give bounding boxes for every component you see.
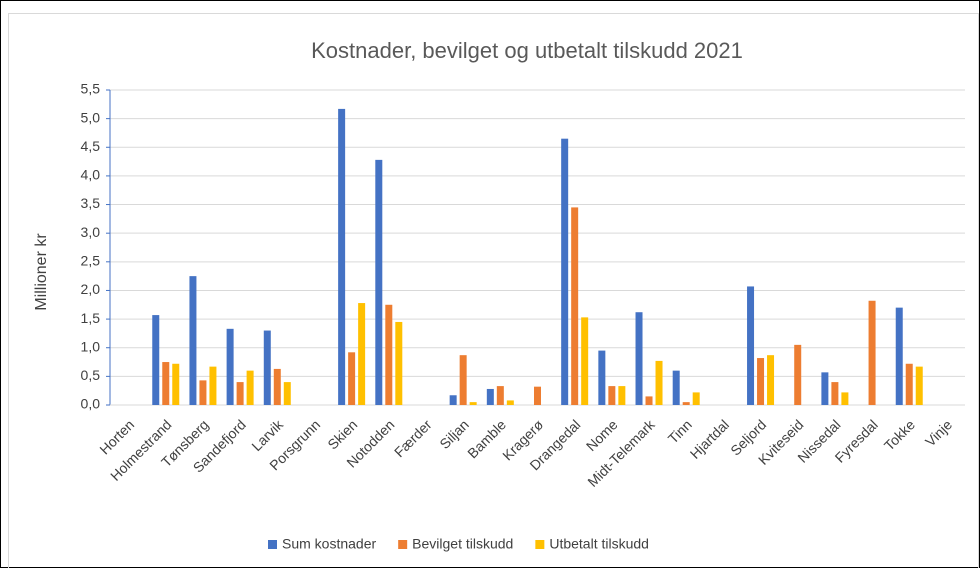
bar	[449, 395, 457, 405]
y-tick-label: 1,5	[81, 310, 101, 326]
bar	[209, 366, 217, 405]
bar	[794, 344, 802, 405]
y-tick-label: 3,0	[81, 224, 101, 240]
bar	[162, 362, 170, 405]
bar	[747, 286, 755, 405]
bar	[199, 380, 207, 405]
y-tick-label: 1,0	[81, 338, 101, 354]
bar	[645, 396, 653, 405]
bar	[236, 382, 244, 405]
bar	[672, 370, 680, 405]
y-tick-label: 2,5	[81, 253, 101, 269]
bar	[618, 386, 626, 405]
bar	[608, 386, 616, 405]
bar	[757, 358, 765, 405]
chart-title: Kostnader, bevilget og utbetalt tilskudd…	[311, 38, 743, 63]
bar	[534, 386, 541, 405]
y-tick-label: 5,0	[81, 109, 101, 125]
bar	[348, 352, 356, 405]
legend-label: Sum kostnader	[282, 536, 376, 552]
bar	[682, 402, 690, 405]
y-tick-label: 5,5	[81, 81, 101, 97]
bar	[571, 207, 579, 405]
legend-label: Utbetalt tilskudd	[549, 536, 649, 552]
bar	[486, 388, 494, 405]
y-tick-label: 4,5	[81, 138, 101, 154]
bar	[692, 392, 700, 405]
bar	[189, 276, 197, 405]
bar	[561, 138, 569, 405]
bar	[905, 363, 913, 405]
bar	[459, 355, 467, 405]
y-axis-label: Millioner kr	[33, 233, 50, 311]
bar	[385, 304, 393, 405]
bar	[172, 363, 180, 405]
bar	[338, 108, 346, 406]
y-tick-label: 2,0	[81, 281, 101, 297]
bar	[358, 303, 366, 405]
bar	[375, 159, 383, 405]
bar	[831, 382, 839, 405]
bar	[246, 370, 254, 405]
bar	[841, 392, 849, 405]
bar	[655, 360, 663, 405]
legend-label: Bevilget tilskudd	[412, 536, 513, 552]
bar	[152, 315, 160, 405]
bar	[273, 368, 281, 405]
bar	[506, 400, 514, 405]
bar	[263, 330, 271, 405]
legend-swatch	[398, 540, 408, 549]
bar	[598, 350, 606, 405]
bar	[581, 317, 589, 405]
bar	[868, 300, 876, 405]
bar	[469, 402, 477, 405]
y-tick-label: 4,0	[81, 167, 101, 183]
legend-swatch	[535, 540, 545, 549]
bar	[635, 312, 643, 405]
bar	[283, 382, 291, 405]
bar	[767, 355, 775, 405]
bar	[496, 386, 504, 405]
bar	[395, 321, 403, 405]
bar	[895, 307, 903, 405]
legend-swatch	[268, 540, 277, 549]
bar	[821, 372, 829, 405]
bar	[915, 366, 923, 405]
bar	[226, 328, 234, 405]
y-tick-label: 0,0	[81, 396, 101, 412]
chart-border	[8, 13, 979, 568]
y-tick-label: 3,5	[81, 195, 101, 211]
y-tick-label: 0,5	[81, 367, 101, 383]
